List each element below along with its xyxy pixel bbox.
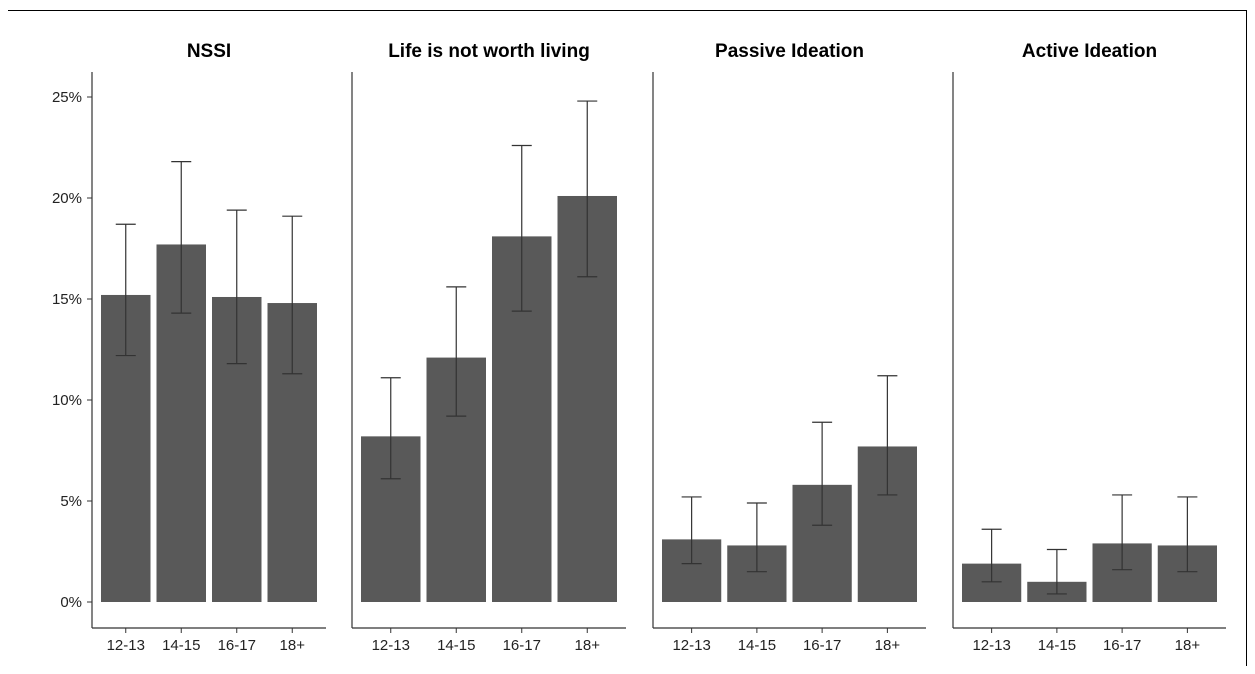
y-tick-label: 5% (60, 493, 82, 510)
facet-title: Active Ideation (1022, 41, 1157, 62)
x-tick-label: 16-17 (218, 637, 256, 654)
y-tick-label: 25% (52, 89, 82, 106)
x-tick-label: 16-17 (503, 637, 541, 654)
x-tick-label: 12-13 (672, 637, 710, 654)
x-tick-label: 14-15 (437, 637, 475, 654)
x-tick-label: 14-15 (738, 637, 776, 654)
y-tick-label: 15% (52, 291, 82, 308)
facet-title: Passive Ideation (715, 41, 864, 62)
x-tick-label: 12-13 (372, 637, 410, 654)
y-tick-label: 20% (52, 190, 82, 207)
x-tick-label: 16-17 (803, 637, 841, 654)
x-tick-label: 16-17 (1103, 637, 1141, 654)
facet-title: Life is not worth living (388, 41, 590, 62)
y-tick-label: 10% (52, 392, 82, 409)
x-tick-label: 14-15 (162, 637, 200, 654)
x-tick-label: 18+ (1175, 637, 1201, 654)
x-tick-label: 18+ (575, 637, 601, 654)
x-tick-label: 12-13 (972, 637, 1010, 654)
chart-frame (8, 10, 1247, 666)
x-tick-label: 18+ (280, 637, 306, 654)
y-tick-label: 0% (60, 594, 82, 611)
x-tick-label: 12-13 (107, 637, 145, 654)
facet-title: NSSI (187, 41, 231, 62)
x-tick-label: 14-15 (1038, 637, 1076, 654)
x-tick-label: 18+ (875, 637, 901, 654)
